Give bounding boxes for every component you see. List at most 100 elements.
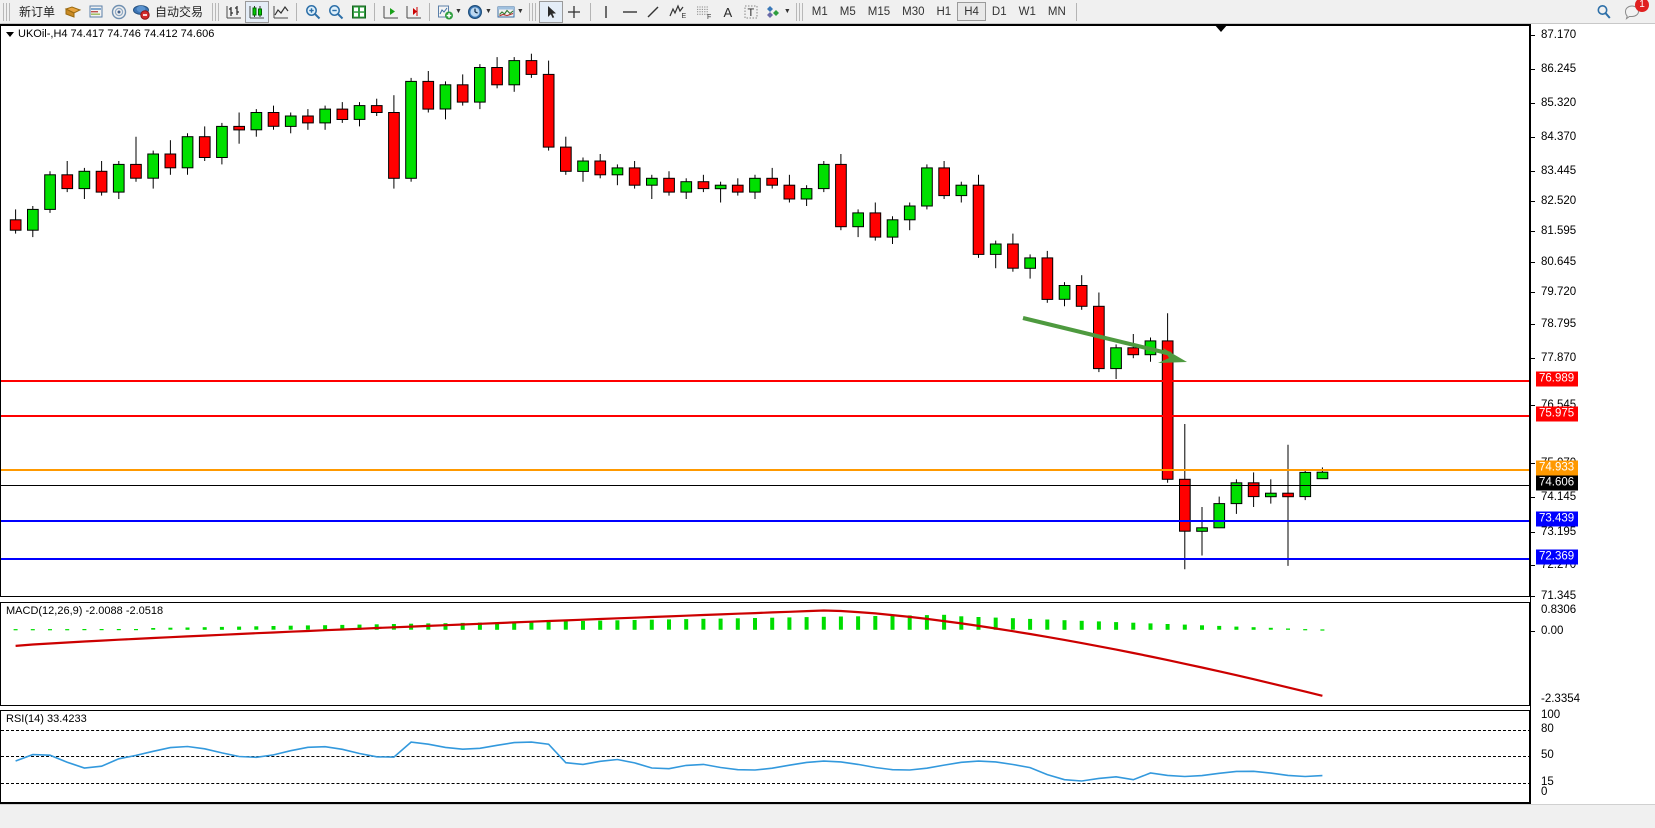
macd-axis-tick (1531, 631, 1535, 632)
candlestick-chart-button[interactable] (245, 0, 270, 23)
symbol-info-label: UKOil-,H4 74.417 74.746 74.412 74.606 (6, 28, 214, 40)
zoom-out-button[interactable] (324, 1, 347, 23)
price-axis-label: 78.795 (1541, 318, 1577, 330)
support-level-badge-1[interactable]: 73.439 (1536, 511, 1579, 527)
price-axis-label: 77.870 (1541, 352, 1577, 364)
rsi-pane[interactable]: RSI(14) 33.4233 (0, 710, 1530, 803)
pivot-line[interactable] (1, 469, 1529, 471)
current-price-line (1, 485, 1529, 486)
timeframe-m15[interactable]: M15 (867, 5, 891, 18)
periods-caret-icon[interactable]: ▼ (484, 8, 492, 15)
price-axis-tick (1531, 324, 1535, 325)
current-price-badge[interactable]: 74.606 (1536, 475, 1579, 491)
tile-windows-button[interactable] (347, 1, 370, 23)
vertical-line-button[interactable] (595, 1, 618, 23)
timeframe-m30[interactable]: M30 (902, 5, 925, 18)
toolbar-icon-signals[interactable] (107, 1, 130, 23)
toolbar-grip-2[interactable] (212, 2, 220, 21)
indicators-caret-icon[interactable]: ▼ (455, 8, 462, 15)
horizontal-line-button[interactable] (618, 1, 642, 23)
bar-chart-button[interactable] (222, 1, 245, 23)
horizontal-line-icon (622, 10, 637, 13)
support-line-1[interactable] (1, 520, 1529, 522)
chart-top-marker-icon (1214, 24, 1228, 32)
price-pane[interactable]: UKOil-,H4 74.417 74.746 74.412 74.606 (0, 24, 1530, 597)
price-axis-tick (1531, 69, 1535, 70)
zoom-in-icon (305, 4, 320, 19)
timeframe-h4[interactable]: H4 (957, 2, 986, 21)
price-axis[interactable]: 87.170 86.245 85.320 84.370 83.445 82.520 81.5… (1530, 24, 1655, 828)
toolbar-grip-3[interactable] (528, 2, 536, 21)
support-level-badge-2[interactable]: 72.369 (1536, 549, 1579, 565)
search-button[interactable] (1592, 1, 1615, 23)
templates-caret-icon[interactable]: ▼ (516, 8, 524, 15)
templates-button[interactable]: ▼ (494, 1, 526, 23)
bar-chart-icon (226, 5, 241, 18)
trendline-button[interactable] (642, 1, 665, 23)
price-axis-tick (1531, 292, 1535, 293)
text-button[interactable]: A (717, 1, 740, 23)
downtrend-arrow[interactable] (1019, 314, 1219, 384)
toolbar-separator-5 (1075, 2, 1077, 21)
resistance-line-2[interactable] (1, 415, 1529, 417)
toolbar-grip-4[interactable] (795, 2, 803, 21)
macd-series (13, 609, 1325, 697)
notifications-button[interactable]: 1 (1621, 0, 1649, 23)
timeframe-mn[interactable]: MN (1047, 5, 1066, 18)
vertical-line-icon (605, 5, 608, 18)
toolbar-icon-terminal[interactable] (84, 1, 107, 23)
cursor-button[interactable] (538, 0, 563, 23)
price-axis-label: 74.145 (1541, 491, 1577, 503)
chart-shift-button[interactable] (379, 1, 402, 23)
autotrading-label: 自动交易 (155, 5, 204, 19)
chart-menu-caret-icon[interactable] (6, 31, 14, 37)
timeframe-h1[interactable]: H1 (936, 5, 952, 18)
chart-area: UKOil-,H4 74.417 74.746 74.412 74.606 MA… (0, 24, 1655, 828)
toolbar-separator-4 (589, 2, 591, 21)
timeframe-w1[interactable]: W1 (1018, 5, 1036, 18)
main-toolbar: 新订单 (0, 0, 1655, 24)
rsi-series (15, 741, 1323, 782)
rsi-axis-label: 80 (1541, 723, 1554, 735)
line-chart-button[interactable] (269, 1, 292, 23)
status-strip (0, 804, 1655, 828)
timeframe-d1[interactable]: D1 (991, 5, 1007, 18)
autotrading-icon (133, 4, 150, 20)
rsi-level-80 (1, 730, 1529, 731)
macd-pane[interactable]: MACD(12,26,9) -2.0088 -2.0518 (0, 602, 1530, 706)
elliott-wave-button[interactable]: E (665, 1, 691, 23)
indicators-button[interactable]: ▼ (434, 1, 464, 23)
macd-label: MACD(12,26,9) -2.0088 -2.0518 (6, 605, 164, 617)
timeframe-m1[interactable]: M1 (811, 5, 828, 18)
resistance-level-badge-1[interactable]: 76.989 (1536, 371, 1579, 387)
shapes-caret-icon[interactable]: ▼ (783, 8, 791, 15)
toolbar-grip[interactable] (3, 2, 10, 21)
fibonacci-button[interactable]: F (691, 1, 717, 23)
pivot-level-badge[interactable]: 74.933 (1536, 460, 1579, 476)
price-axis-label: 82.520 (1541, 195, 1577, 207)
rsi-axis-label: 100 (1541, 709, 1561, 721)
line-chart-icon (273, 5, 289, 18)
support-line-2[interactable] (1, 558, 1529, 560)
new-order-button[interactable]: 新订单 (13, 1, 61, 23)
autotrading-button[interactable]: 自动交易 (130, 1, 209, 23)
periods-button[interactable]: ▼ (464, 1, 494, 23)
price-axis-tick (1531, 103, 1535, 104)
chart-shift-icon (383, 5, 398, 18)
timeframe-m5[interactable]: M5 (839, 5, 856, 18)
svg-text:E: E (681, 13, 686, 20)
zoom-in-button[interactable] (301, 1, 324, 23)
price-axis-tick (1531, 596, 1535, 597)
resistance-level-badge-2[interactable]: 75.975 (1536, 406, 1579, 422)
macd-axis-label: 0.00 (1541, 625, 1564, 637)
text-label-button[interactable]: T (740, 1, 763, 23)
price-axis-tick (1531, 405, 1535, 406)
crosshair-button[interactable] (563, 1, 586, 23)
macd-axis-label: -2.3354 (1541, 693, 1581, 705)
rsi-label: RSI(14) 33.4233 (6, 713, 87, 725)
auto-scroll-button[interactable] (402, 1, 425, 23)
resistance-line-1[interactable] (1, 380, 1529, 382)
price-axis-tick (1531, 497, 1535, 498)
shapes-button[interactable]: ▼ (763, 1, 793, 23)
toolbar-icon-folder[interactable] (61, 1, 84, 23)
